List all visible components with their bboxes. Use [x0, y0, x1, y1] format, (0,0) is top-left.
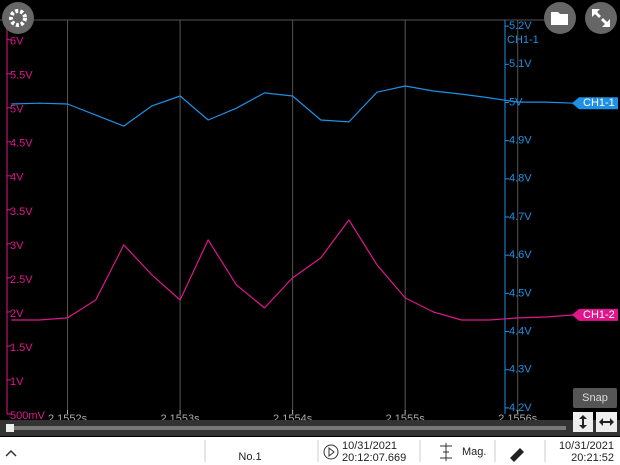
- y-tick-label: 2V: [10, 308, 24, 320]
- play-icon[interactable]: [323, 444, 339, 460]
- channel-tag: [572, 97, 618, 110]
- y-tick-label: 6V: [10, 36, 24, 48]
- y2-tick-label: 4.2V: [509, 402, 532, 414]
- y-tick-label: 2.5V: [10, 274, 33, 286]
- fullscreen-button[interactable]: [585, 2, 617, 34]
- y-tick-label: 4.5V: [10, 138, 33, 150]
- y2-tick-label: 4.9V: [509, 135, 532, 147]
- expand-icon[interactable]: [5, 449, 17, 457]
- settings-button[interactable]: [2, 2, 34, 34]
- y2-label: CH1-1: [507, 34, 539, 46]
- mag-icon[interactable]: [440, 443, 452, 461]
- horizontal-zoom-icon: [599, 418, 614, 426]
- data-number: No.1: [238, 451, 261, 463]
- mag-label: Mag.: [462, 446, 486, 458]
- y2-tick-label: 4.3V: [509, 364, 532, 376]
- y2-tick-label: 5.1V: [509, 58, 532, 70]
- y-tick-label: 3.5V: [10, 206, 33, 218]
- y2-tick-label: 4.6V: [509, 249, 532, 261]
- toolbar: [0, 437, 620, 465]
- y2-tick-label: 5.2V: [509, 20, 532, 32]
- y-tick-label: 3V: [10, 240, 24, 252]
- series-line: [11, 85, 575, 127]
- y2-tick-label: 4.5V: [509, 287, 532, 299]
- current-date: 10/31/2021: [559, 440, 614, 452]
- start-time: 20:12:07.669: [342, 452, 406, 464]
- channel-tag: [572, 308, 618, 321]
- start-date: 10/31/2021: [342, 440, 397, 452]
- vertical-zoom-icon: [579, 415, 587, 429]
- channel-tag-label: CH1-2: [583, 309, 615, 321]
- y-tick-label: 1V: [10, 376, 24, 388]
- current-time: 20:21:52: [571, 452, 614, 464]
- y2-tick-label: 4.7V: [509, 211, 532, 223]
- snap-label: Snap: [582, 392, 608, 404]
- y-tick-label: 4V: [10, 172, 24, 184]
- scroll-track: [6, 426, 566, 430]
- series-line: [11, 219, 575, 321]
- y-tick-label: 5.5V: [10, 70, 33, 82]
- y-tick-label: 500mV: [10, 410, 46, 422]
- y2-tick-label: 4.8V: [509, 173, 532, 185]
- channel-tag-label: CH1-1: [583, 97, 615, 109]
- pen-icon[interactable]: [510, 448, 524, 462]
- y-tick-label: 5V: [10, 104, 24, 116]
- snap-button[interactable]: [573, 388, 617, 408]
- scroll-thumb[interactable]: [6, 424, 14, 432]
- y-tick-label: 1.5V: [10, 342, 33, 354]
- open-button[interactable]: [544, 2, 576, 34]
- y2-tick-label: 4.4V: [509, 325, 532, 337]
